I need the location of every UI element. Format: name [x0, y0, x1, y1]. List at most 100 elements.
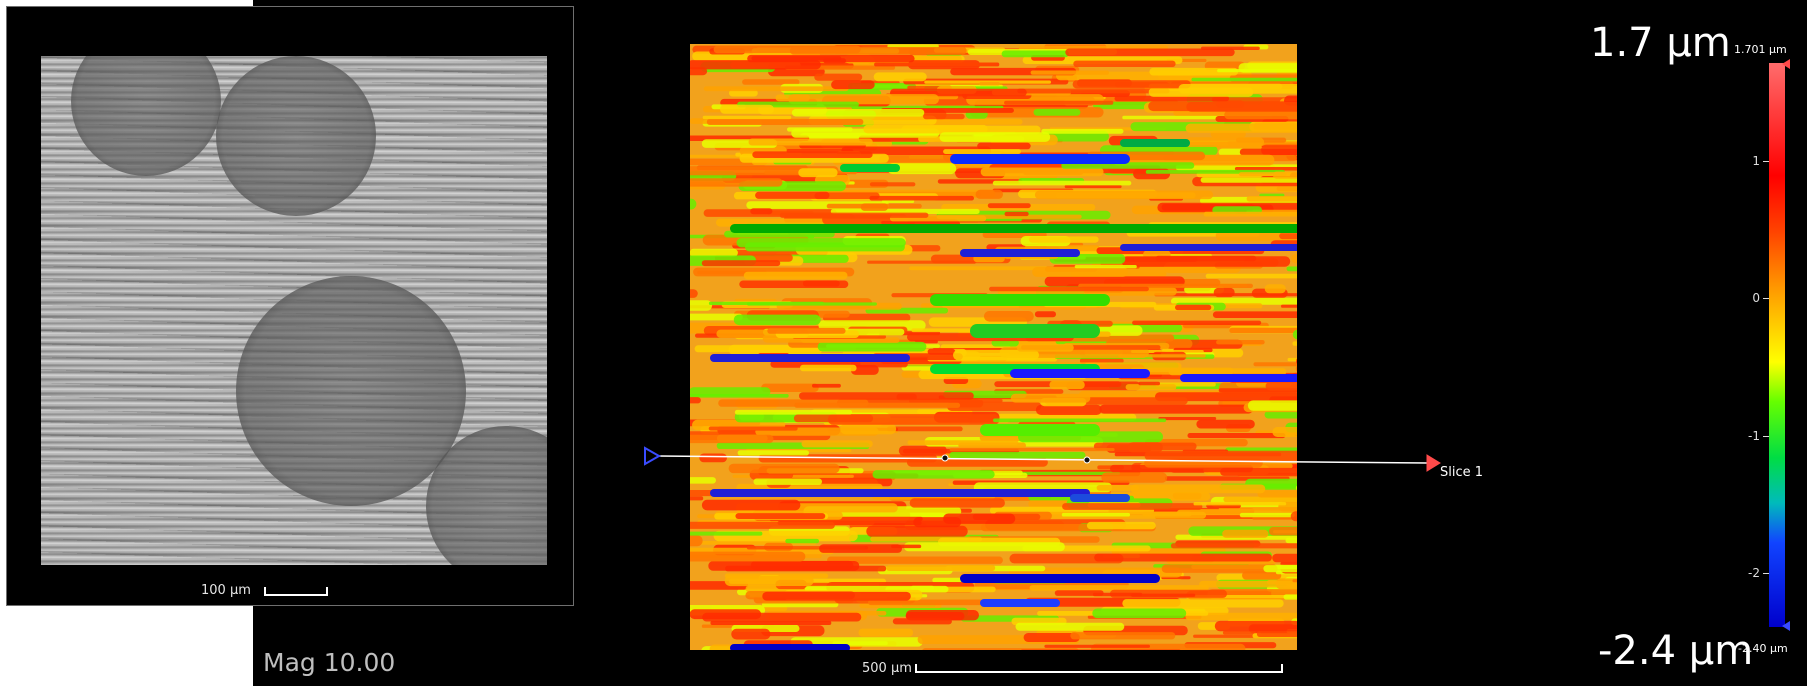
height-texture-streak — [1268, 527, 1297, 536]
height-texture-streak — [1030, 70, 1109, 75]
height-texture-streak — [923, 113, 965, 120]
height-texture-streak — [690, 60, 821, 70]
colorbar-min-handle[interactable] — [1780, 620, 1792, 632]
height-texture-streak — [755, 191, 830, 199]
height-texture-streak — [874, 62, 1000, 67]
height-texture-streak — [1016, 343, 1074, 352]
height-texture-streak — [1203, 211, 1297, 217]
height-colorbar — [1769, 63, 1785, 627]
height-texture-streak — [743, 271, 848, 280]
height-texture-streak — [975, 189, 1003, 199]
height-texture-streak — [1155, 392, 1297, 402]
height-texture-streak — [908, 399, 1003, 403]
height-texture-streak — [927, 118, 1023, 125]
slice-point-marker[interactable] — [941, 454, 949, 462]
height-texture-streak — [1187, 433, 1286, 439]
texture-dimple — [71, 56, 221, 176]
height-texture-streak — [892, 618, 952, 625]
height-texture-streak — [742, 79, 800, 85]
height-texture-valley — [1070, 494, 1130, 502]
height-texture-streak — [1200, 177, 1297, 183]
height-texture-streak — [731, 628, 771, 640]
colorbar-max-overlay: 1.7 µm — [1590, 20, 1731, 66]
height-texture-streak — [1170, 543, 1297, 549]
height-texture-streak — [690, 198, 697, 210]
height-texture-streak — [729, 89, 758, 97]
colorbar-min-overlay: -2.4 µm — [1598, 628, 1754, 674]
height-texture-streak — [1264, 284, 1286, 294]
height-texture-valley — [1120, 244, 1297, 251]
height-texture-streak — [993, 418, 1167, 423]
height-texture-streak — [1168, 368, 1287, 376]
height-texture-streak — [977, 142, 1031, 150]
height-texture-streak — [690, 535, 703, 547]
height-texture-streak — [1101, 472, 1168, 483]
height-texture-streak — [1142, 511, 1192, 517]
height-texture-valley — [710, 354, 910, 362]
height-texture-streak — [817, 341, 927, 352]
height-texture-streak — [826, 203, 922, 209]
height-texture-streak — [1287, 357, 1297, 362]
height-texture-streak — [1155, 255, 1257, 262]
colorbar-max-handle[interactable] — [1780, 58, 1792, 70]
height-texture-streak — [1149, 67, 1239, 76]
height-texture-valley — [950, 154, 1130, 164]
height-texture-streak — [1290, 511, 1297, 522]
height-texture-streak — [1224, 110, 1297, 120]
height-texture-streak — [690, 609, 762, 620]
height-texture-streak — [987, 203, 1031, 209]
height-texture-streak — [1061, 512, 1130, 517]
height-texture-streak — [785, 538, 820, 544]
height-texture-streak — [949, 451, 1086, 459]
height-map-image — [690, 44, 1297, 650]
height-texture-streak — [734, 409, 853, 415]
height-texture-streak — [1252, 516, 1297, 520]
height-texture-streak — [690, 490, 716, 497]
slice-point-marker[interactable] — [1083, 456, 1091, 464]
height-texture-streak — [690, 551, 806, 562]
texture-dimple — [216, 56, 376, 216]
height-texture-streak — [1246, 196, 1297, 202]
height-texture-streak — [1213, 287, 1235, 298]
colorbar-tick-label: 0 — [1752, 291, 1760, 305]
height-texture-streak — [1064, 185, 1122, 189]
height-texture-streak — [1029, 585, 1209, 591]
height-texture-streak — [1253, 362, 1297, 367]
colorbar-min-label: -2.40 µm — [1738, 642, 1788, 655]
height-texture-streak — [886, 565, 996, 571]
height-texture-streak — [1292, 341, 1297, 346]
height-texture-streak — [939, 132, 1051, 142]
height-texture-streak — [1041, 128, 1124, 134]
texture-dimple — [236, 276, 466, 506]
height-texture-streak — [739, 280, 849, 288]
height-texture-streak — [1217, 69, 1297, 73]
height-texture-streak — [887, 163, 957, 175]
height-texture-streak — [1276, 186, 1297, 191]
height-texture-streak — [1122, 599, 1284, 608]
height-map-scale-label: 500 µm — [862, 661, 912, 676]
height-texture-streak — [1178, 84, 1297, 94]
height-texture-streak — [1096, 485, 1139, 491]
slice-line[interactable] — [657, 455, 1429, 464]
height-texture-streak — [1295, 485, 1297, 491]
height-texture-streak — [1054, 590, 1104, 596]
colorbar-tick-label: -2 — [1748, 566, 1760, 580]
height-texture-streak — [1193, 502, 1287, 506]
height-texture-streak — [1186, 102, 1297, 112]
height-texture-streak — [747, 302, 877, 306]
height-texture-streak — [701, 499, 801, 511]
height-texture-streak — [1099, 404, 1253, 414]
slice-start-marker[interactable] — [644, 446, 662, 466]
height-texture-streak — [814, 73, 863, 81]
height-texture-streak — [1034, 190, 1214, 200]
height-texture-streak — [1283, 594, 1297, 600]
height-texture-streak — [1239, 148, 1297, 156]
height-texture-streak — [761, 383, 819, 392]
slice-end-marker[interactable] — [1426, 454, 1441, 472]
height-texture-streak — [1272, 171, 1297, 179]
height-texture-streak — [1215, 231, 1297, 241]
height-texture-valley — [960, 574, 1160, 583]
height-texture-streak — [1161, 564, 1278, 573]
height-texture-streak — [1229, 327, 1297, 333]
